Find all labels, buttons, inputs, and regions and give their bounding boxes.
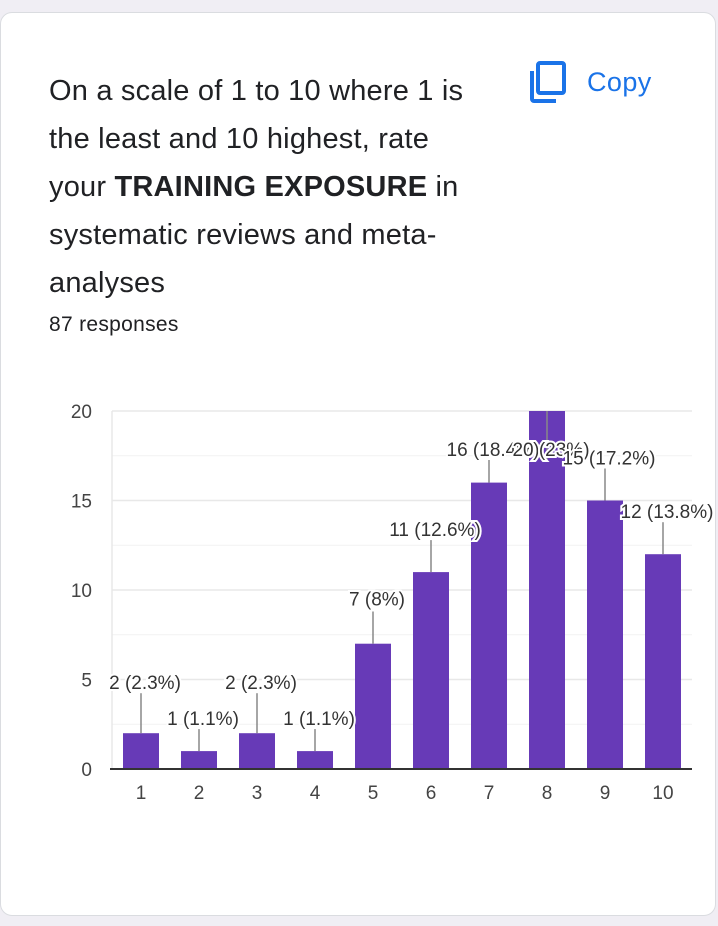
x-tick-label: 1 — [136, 783, 147, 804]
x-tick-label: 5 — [368, 783, 379, 804]
y-tick-label: 10 — [71, 581, 92, 602]
bar — [355, 643, 391, 769]
x-tick-label: 6 — [426, 783, 437, 804]
question-text-part2: in systematic reviews and meta-analyses — [49, 171, 459, 299]
data-label: 11 (12.6%) — [389, 520, 481, 541]
bar — [529, 411, 565, 769]
data-label: 15 (17.2%) — [563, 449, 656, 470]
bar — [645, 554, 681, 769]
y-tick-label: 15 — [71, 492, 92, 513]
data-label: 12 (13.8%) — [621, 502, 714, 523]
y-tick-label: 20 — [71, 402, 92, 423]
bar — [471, 482, 507, 769]
copy-icon — [530, 61, 566, 103]
response-count: 87 responses — [49, 313, 179, 336]
x-tick-label: 4 — [310, 783, 321, 804]
copy-button[interactable]: Copy — [529, 61, 652, 103]
x-tick-label: 3 — [252, 783, 263, 804]
copy-label: Copy — [587, 66, 652, 97]
x-tick-label: 7 — [484, 783, 495, 804]
question-text-part1: On a scale of 1 to 10 where 1 is the lea… — [49, 75, 464, 203]
data-label: 1 (1.1%) — [283, 709, 355, 730]
x-tick-label: 8 — [542, 783, 553, 804]
bar — [413, 572, 449, 769]
x-tick-label: 9 — [600, 783, 611, 804]
bar — [123, 733, 159, 769]
x-tick-label: 2 — [194, 783, 205, 804]
bar — [239, 733, 275, 769]
y-tick-label: 0 — [81, 760, 92, 781]
data-label: 1 (1.1%) — [167, 709, 239, 730]
question-text-bold: TRAINING EXPOSURE — [114, 171, 428, 203]
bar — [181, 751, 217, 769]
question-title: On a scale of 1 to 10 where 1 is the lea… — [49, 67, 489, 307]
y-tick-label: 5 — [81, 671, 92, 692]
data-label: 16 (18.4%) — [447, 440, 540, 461]
bar — [587, 500, 623, 769]
bar — [297, 751, 333, 769]
x-tick-label: 10 — [652, 783, 673, 804]
data-label: 2 (2.3%) — [225, 673, 297, 694]
data-label: 2 (2.3%) — [109, 673, 181, 694]
data-label: 7 (8%) — [349, 590, 405, 611]
data-label: 20 (23%) — [512, 440, 589, 461]
